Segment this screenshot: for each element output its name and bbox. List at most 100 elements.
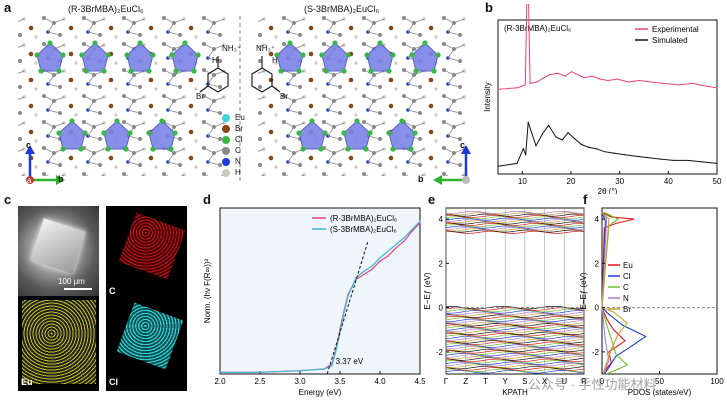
- element-legend-item: Eu: [222, 112, 245, 123]
- cl-atom: [191, 68, 197, 74]
- band-line: [445, 327, 585, 331]
- axis-right-b: b: [418, 174, 424, 184]
- euCl6-octahedra: [34, 40, 441, 152]
- octahedron: [343, 120, 371, 150]
- data-point: [613, 152, 615, 154]
- band-line: [445, 364, 584, 368]
- cl-atom: [278, 68, 284, 74]
- element-name: Br: [235, 124, 243, 133]
- cl-atom: [345, 146, 351, 152]
- y-tick-label: 0: [595, 304, 600, 313]
- molecule-right-h: H: [272, 56, 278, 65]
- data-point: [646, 156, 648, 159]
- data-point: [339, 331, 341, 334]
- data-point: [395, 243, 397, 246]
- band-line: [445, 228, 585, 232]
- octahedron: [126, 42, 154, 72]
- cl-atom: [60, 52, 66, 58]
- cl-atom: [341, 130, 347, 136]
- x-axis-label: Energy (eV): [299, 388, 342, 397]
- watermark: 公众号 · 手性功能材料: [528, 377, 657, 392]
- x-tick-label: 3.0: [294, 377, 306, 386]
- band-line: [445, 337, 585, 341]
- tangent-line: [326, 241, 369, 375]
- octahedron: [388, 120, 416, 150]
- x-tick-label: 2.5: [254, 377, 266, 386]
- x-tick-label: 3.5: [334, 377, 346, 386]
- data-point: [570, 71, 573, 73]
- y-axis-label: Norm. (hν F(R∞))²: [203, 258, 212, 323]
- x-tick-label: 2.0: [214, 377, 226, 386]
- band-line: [445, 212, 585, 216]
- eds-map-eu-label: Eu: [21, 377, 33, 387]
- octahedron: [36, 42, 64, 72]
- cl-atom: [83, 68, 89, 74]
- data-point: [565, 75, 567, 77]
- x-tick-label: 40: [664, 177, 673, 186]
- tauc-chart: 2.0 2.5 3.0 3.5 4.0 4.5 Energy (eV) Norm. (hν F…: [203, 207, 426, 397]
- legend-label: Eu: [623, 261, 633, 270]
- element-color-dot: [222, 135, 230, 144]
- data-point: [419, 220, 421, 222]
- panel-label-f: f: [583, 192, 588, 207]
- pdos-line: [601, 212, 610, 375]
- plot-frame: [497, 19, 718, 175]
- cl-atom: [105, 52, 111, 58]
- cl-atom: [34, 52, 40, 58]
- band-line: [445, 221, 585, 225]
- y-tick-label: 2: [439, 259, 444, 268]
- cl-atom: [150, 146, 156, 152]
- cl-atom: [105, 146, 111, 152]
- axis-left-a: a: [27, 176, 32, 185]
- cl-atom: [60, 146, 66, 152]
- data-point: [662, 82, 665, 85]
- element-color-dot: [222, 157, 230, 166]
- cl-atom: [69, 118, 75, 124]
- band-line: [445, 320, 585, 324]
- band-line: [445, 331, 585, 335]
- cl-atom: [159, 118, 165, 124]
- cl-atom: [38, 68, 44, 74]
- cl-atom: [363, 146, 369, 152]
- element-legend: Eu Br Cl C N H: [222, 112, 245, 178]
- data-point: [716, 162, 718, 164]
- octahedron: [58, 120, 86, 150]
- x-tick-label: 30: [615, 177, 624, 186]
- band-line: [445, 330, 585, 334]
- data-point: [497, 165, 499, 167]
- cl-atom: [274, 52, 280, 58]
- cl-atom: [150, 52, 156, 58]
- data-point: [701, 161, 703, 163]
- element-name: H: [235, 168, 241, 177]
- cl-atom: [413, 68, 419, 74]
- data-point: [403, 237, 405, 239]
- octahedron: [103, 120, 131, 150]
- band-line: [445, 222, 585, 226]
- legend-label: Experimental: [652, 25, 699, 34]
- data-point: [583, 76, 585, 79]
- data-point: [587, 146, 590, 148]
- series-line: [497, 4, 718, 90]
- data-point: [403, 240, 405, 242]
- data-point: [548, 124, 550, 126]
- series-line: [220, 220, 421, 373]
- band-line: [445, 344, 585, 348]
- kpoint-label: T: [483, 377, 488, 386]
- scale-bar-label: 100 μm: [58, 277, 85, 286]
- cl-atom: [82, 130, 88, 136]
- eds-map-cl-label: Cl: [109, 377, 118, 387]
- panel-label-d: d: [203, 192, 211, 207]
- data-point: [607, 79, 609, 82]
- band-line: [445, 310, 585, 314]
- pxrd-chart: 10 20 30 40 50 2θ (°) Intensity (R-3BrMBA)₂EuCl…: [483, 4, 722, 194]
- axes-left: [25, 145, 65, 185]
- band-line: [445, 348, 585, 353]
- data-point: [677, 84, 679, 86]
- data-point: [536, 81, 538, 83]
- band-line: [445, 214, 585, 218]
- pdos-line: [601, 212, 629, 375]
- cl-atom: [182, 40, 188, 46]
- cl-atom: [146, 68, 152, 74]
- cl-atom: [409, 52, 415, 58]
- cl-atom: [377, 40, 383, 46]
